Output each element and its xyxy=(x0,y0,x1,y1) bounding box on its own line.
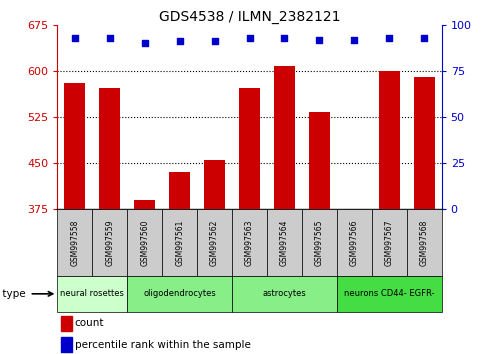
Text: GSM997559: GSM997559 xyxy=(105,219,114,266)
Text: neurons CD44- EGFR-: neurons CD44- EGFR- xyxy=(344,289,435,298)
Bar xyxy=(92,209,127,276)
Point xyxy=(350,37,358,42)
Text: cell type: cell type xyxy=(0,289,26,299)
Bar xyxy=(372,209,407,276)
Point xyxy=(315,37,323,42)
Text: GSM997567: GSM997567 xyxy=(385,219,394,266)
Bar xyxy=(64,83,85,209)
Point xyxy=(106,35,114,40)
Bar xyxy=(267,209,302,276)
Text: GSM997558: GSM997558 xyxy=(70,219,79,266)
Bar xyxy=(232,276,337,312)
Text: astrocytes: astrocytes xyxy=(262,289,306,298)
Bar xyxy=(232,209,267,276)
Bar xyxy=(57,209,92,276)
Bar xyxy=(239,88,260,209)
Text: percentile rank within the sample: percentile rank within the sample xyxy=(75,339,250,350)
Text: GSM997563: GSM997563 xyxy=(245,219,254,266)
Bar xyxy=(127,209,162,276)
Bar xyxy=(127,276,232,312)
Title: GDS4538 / ILMN_2382121: GDS4538 / ILMN_2382121 xyxy=(159,10,340,24)
Text: neural rosettes: neural rosettes xyxy=(60,289,124,298)
Bar xyxy=(337,276,442,312)
Bar xyxy=(407,209,442,276)
Text: GSM997560: GSM997560 xyxy=(140,219,149,266)
Text: GSM997561: GSM997561 xyxy=(175,219,184,266)
Point xyxy=(385,35,393,40)
Text: GSM997566: GSM997566 xyxy=(350,219,359,266)
Text: GSM997562: GSM997562 xyxy=(210,219,219,266)
Bar xyxy=(57,276,127,312)
Text: GSM997564: GSM997564 xyxy=(280,219,289,266)
Bar xyxy=(162,209,197,276)
Point xyxy=(211,39,219,44)
Text: count: count xyxy=(75,318,104,329)
Text: GSM997565: GSM997565 xyxy=(315,219,324,266)
Bar xyxy=(99,88,120,209)
Point xyxy=(141,40,149,46)
Bar xyxy=(204,160,225,209)
Point xyxy=(71,35,79,40)
Bar xyxy=(302,209,337,276)
Text: oligodendrocytes: oligodendrocytes xyxy=(143,289,216,298)
Text: GSM997568: GSM997568 xyxy=(420,219,429,266)
Bar xyxy=(337,209,372,276)
Bar xyxy=(309,112,330,209)
Point xyxy=(420,35,428,40)
Bar xyxy=(414,77,435,209)
Point xyxy=(280,35,288,40)
Bar xyxy=(379,71,400,209)
Bar xyxy=(274,66,295,209)
Bar xyxy=(134,200,155,209)
Bar xyxy=(169,172,190,209)
Bar xyxy=(61,337,72,352)
Point xyxy=(176,39,184,44)
Point xyxy=(246,35,253,40)
Bar xyxy=(197,209,232,276)
Bar xyxy=(61,316,72,331)
